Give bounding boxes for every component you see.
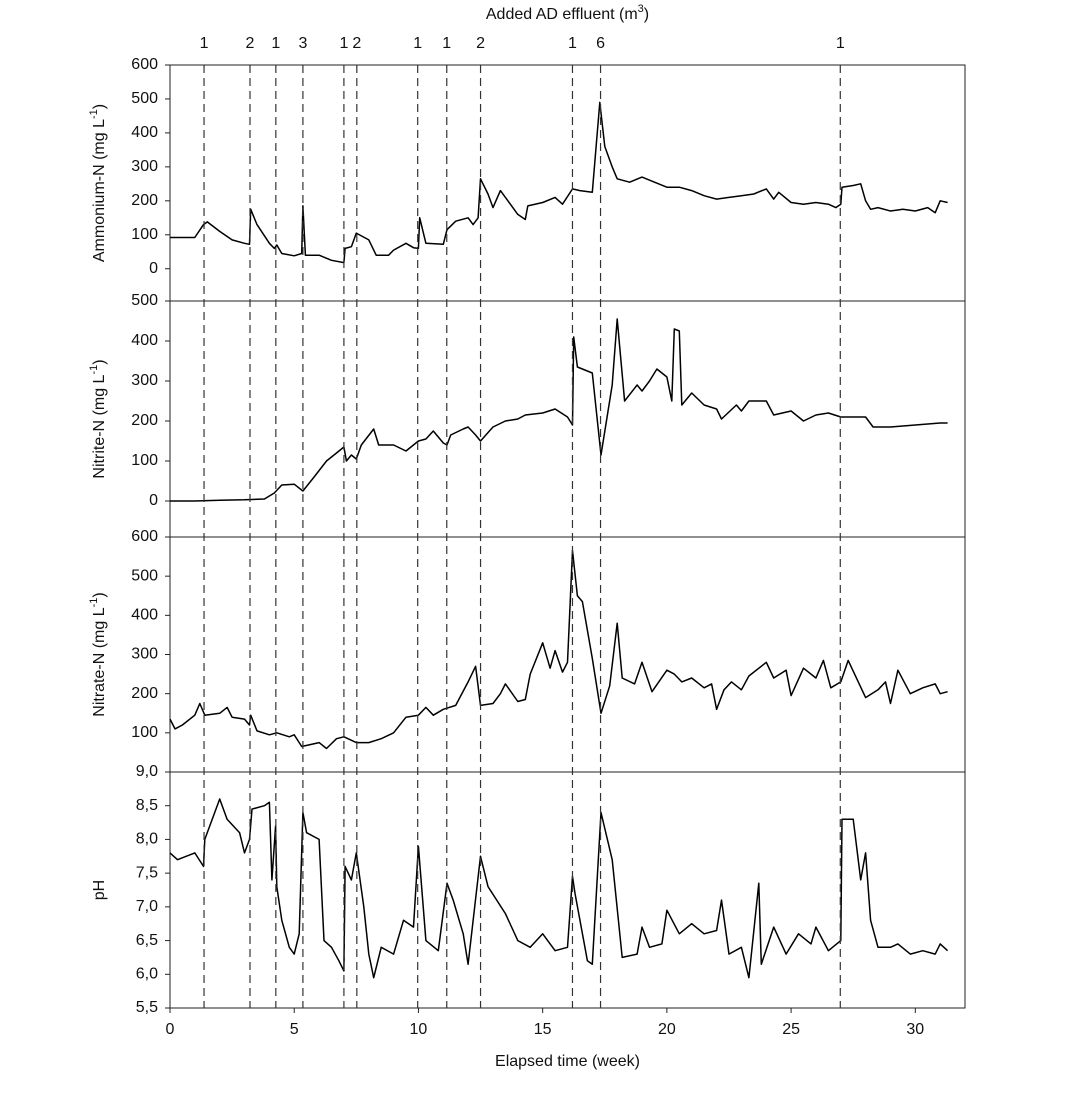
x-axis-label: Elapsed time (week): [495, 1053, 640, 1070]
effluent-amount: 1: [413, 35, 422, 52]
y-tick-label: 400: [131, 124, 158, 141]
effluent-amount: 2: [246, 35, 255, 52]
y-tick-label: 9,0: [136, 763, 158, 780]
top-axis-label: Added AD effluent (m3): [486, 3, 649, 23]
x-tick-label: 10: [410, 1021, 428, 1038]
y-tick-label: 300: [131, 646, 158, 663]
data-line: [170, 318, 948, 502]
y-tick-label: 300: [131, 158, 158, 175]
y-axis-label: pH: [91, 880, 108, 900]
y-tick-label: 100: [131, 452, 158, 469]
data-line: [170, 101, 948, 264]
y-axis-label: Nitrite-N (mg L-1): [88, 359, 108, 478]
x-tick-label: 30: [906, 1021, 924, 1038]
x-tick-label: 0: [166, 1021, 175, 1038]
effluent-amount: 1: [200, 35, 209, 52]
label-part: Added AD effluent (m: [486, 6, 638, 23]
data-line: [169, 798, 949, 979]
y-axis-label: Nitrate-N (mg L-1): [88, 592, 108, 716]
x-tick-label: 15: [534, 1021, 552, 1038]
label-part: ): [91, 592, 108, 597]
y-tick-label: 100: [131, 226, 158, 243]
panel-frame: [169, 64, 966, 302]
y-tick-label: 500: [131, 90, 158, 107]
panel-frame: [169, 300, 966, 538]
y-tick-label: 200: [131, 412, 158, 429]
y-tick-label: 300: [131, 372, 158, 389]
label-part: ): [644, 6, 649, 23]
label-part: -1: [88, 598, 100, 608]
label-part: Nitrate-N (mg L: [91, 607, 108, 716]
y-tick-label: 400: [131, 332, 158, 349]
effluent-amount: 1: [271, 35, 280, 52]
y-tick-label: 0: [149, 260, 158, 277]
y-tick-label: 200: [131, 685, 158, 702]
effluent-amount: 3: [298, 35, 307, 52]
y-tick-label: 8,0: [136, 831, 158, 848]
y-axis-label: Ammonium-N (mg L-1): [88, 104, 108, 262]
label-part: Ammonium-N (mg L: [91, 119, 108, 262]
effluent-amount: 2: [476, 35, 485, 52]
y-tick-label: 7,0: [136, 898, 158, 915]
y-tick-label: 500: [131, 292, 158, 309]
y-tick-label: 6,5: [136, 932, 158, 949]
y-tick-label: 5,5: [136, 999, 158, 1016]
y-tick-label: 600: [131, 528, 158, 545]
label-part: ): [91, 104, 108, 109]
y-tick-label: 100: [131, 724, 158, 741]
y-tick-label: 500: [131, 567, 158, 584]
y-tick-label: 400: [131, 607, 158, 624]
effluent-amount: 1: [568, 35, 577, 52]
label-part: Nitrite-N (mg L: [91, 374, 108, 478]
y-tick-label: 8,5: [136, 797, 158, 814]
data-line: [169, 549, 948, 750]
y-tick-label: 6,0: [136, 966, 158, 983]
x-tick-label: 5: [290, 1021, 299, 1038]
y-tick-label: 0: [149, 492, 158, 509]
y-tick-label: 200: [131, 192, 158, 209]
x-tick-label: 20: [658, 1021, 676, 1038]
y-tick-label: 7,5: [136, 864, 158, 881]
effluent-amount: 6: [596, 35, 605, 52]
label-part: pH: [91, 880, 108, 900]
label-part: 3: [638, 3, 644, 15]
effluent-amount: 2: [352, 35, 361, 52]
effluent-amount: 1: [442, 35, 451, 52]
label-part: ): [91, 359, 108, 364]
panel-frame: [169, 771, 966, 1009]
label-part: -1: [88, 365, 100, 375]
y-tick-label: 600: [131, 56, 158, 73]
effluent-amount: 1: [339, 35, 348, 52]
label-part: -1: [88, 109, 100, 119]
x-tick-label: 25: [782, 1021, 800, 1038]
effluent-amount: 1: [836, 35, 845, 52]
